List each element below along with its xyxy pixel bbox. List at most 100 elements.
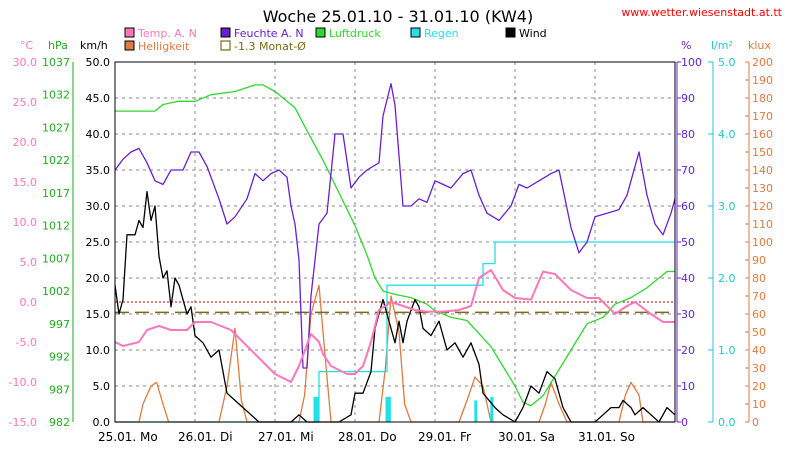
legend: Temp. A. N Feuchte A. N Luftdruck Regen Wind… — [124, 27, 547, 53]
plot-frame — [114, 61, 676, 423]
humidity-tick-label: 20 — [681, 344, 695, 357]
humidity-tick-label: 50 — [681, 236, 695, 249]
temp-tick-label: 15.0 — [13, 176, 38, 189]
rain-tick-label: 0.0 — [718, 416, 736, 429]
temp-tick-label: -10.0 — [9, 376, 37, 389]
x-label: 26.01. Di — [178, 430, 233, 444]
pressure-tick-label: 992 — [49, 351, 70, 364]
rain-tick-label: 1.0 — [718, 344, 736, 357]
series-area — [114, 82, 676, 423]
pressure-unit-label: hPa — [48, 39, 68, 52]
wind-tick-label: 0.0 — [93, 416, 111, 429]
light-tick-label: 60 — [752, 308, 766, 321]
series-feuchte-a-n-line — [114, 82, 676, 369]
pressure-tick-label: 1032 — [42, 89, 70, 102]
pressure-tick-label: 1007 — [42, 252, 70, 265]
x-label: 29.01. Fr — [418, 430, 471, 444]
light-tick-label: 100 — [752, 236, 773, 249]
rain-tick-label: 5.0 — [718, 56, 736, 69]
light-tick-label: 160 — [752, 128, 773, 141]
humidity-tick-label: 90 — [681, 92, 695, 105]
light-unit-label: klux — [748, 39, 771, 52]
legend-label: Helligkeit — [138, 40, 190, 53]
series-regen-line — [115, 241, 675, 423]
humidity-unit-label: % — [681, 39, 691, 52]
temp-tick-label: -15.0 — [9, 416, 37, 429]
legend-label: Temp. A. N — [137, 27, 197, 40]
series-luftdruck-line — [115, 84, 675, 407]
legend-label: Feuchte A. N — [234, 27, 304, 40]
humidity-tick-label: 80 — [681, 128, 695, 141]
light-tick-label: 190 — [752, 74, 773, 87]
humidity-tick-label: 100 — [681, 56, 702, 69]
light-tick-label: 170 — [752, 110, 773, 123]
light-tick-label: 140 — [752, 164, 773, 177]
axes: 30.0 25.0 20.0 15.0 10.0 5.0 0.0 -5.0 -10.0 -15.0… — [9, 39, 773, 429]
pressure-tick-label: 1022 — [42, 154, 70, 167]
legend-swatch — [410, 27, 421, 38]
wind-tick-label: 20.0 — [86, 272, 111, 285]
humidity-tick-label: 10 — [681, 380, 695, 393]
rain-tick-label: 2.0 — [718, 272, 736, 285]
wind-tick-label: 50.0 — [86, 56, 111, 69]
site-url: www.wetter.wiesenstadt.at.tt — [621, 6, 782, 19]
pressure-tick-label: 997 — [49, 318, 70, 331]
wind-tick-label: 35.0 — [86, 164, 111, 177]
light-tick-label: 200 — [752, 56, 773, 69]
wind-tick-label: 25.0 — [86, 236, 111, 249]
humidity-tick-label: 60 — [681, 200, 695, 213]
pressure-tick-label: 1002 — [42, 285, 70, 298]
light-tick-label: 90 — [752, 254, 766, 267]
x-label: 31.01. So — [578, 430, 635, 444]
temp-tick-label: 5.0 — [20, 256, 38, 269]
light-tick-label: 10 — [752, 398, 766, 411]
legend-swatch — [124, 40, 135, 51]
legend-label: Wind — [519, 27, 547, 40]
light-tick-label: 120 — [752, 200, 773, 213]
wind-tick-label: 45.0 — [86, 92, 111, 105]
temp-tick-label: -5.0 — [16, 336, 37, 349]
pressure-tick-label: 1037 — [42, 56, 70, 69]
light-tick-label: 0 — [752, 416, 759, 429]
pressure-tick-label: 1017 — [42, 187, 70, 200]
temp-tick-label: 20.0 — [13, 136, 38, 149]
wind-unit-label: km/h — [80, 39, 108, 52]
light-tick-label: 180 — [752, 92, 773, 105]
temp-tick-label: 30.0 — [13, 56, 38, 69]
rain-tick-label: 4.0 — [718, 128, 736, 141]
temp-tick-label: 25.0 — [13, 96, 38, 109]
x-label: 25.01. Mo — [98, 430, 158, 444]
x-axis-labels: 25.01. Mo 26.01. Di 27.01. Mi 28.01. Do 29.0… — [98, 430, 635, 444]
x-label: 30.01. Sa — [498, 430, 555, 444]
x-label: 28.01. Do — [338, 430, 397, 444]
series-temp-a-n-line — [114, 269, 675, 383]
light-tick-label: 20 — [752, 380, 766, 393]
legend-label: -1.3 Monat-Ø — [234, 40, 306, 53]
light-tick-label: 30 — [752, 362, 766, 375]
chart-title: Woche 25.01.10 - 31.01.10 (KW4) — [263, 7, 533, 26]
pressure-tick-label: 1027 — [42, 121, 70, 134]
light-tick-label: 40 — [752, 344, 766, 357]
humidity-tick-label: 40 — [681, 272, 695, 285]
humidity-tick-label: 30 — [681, 308, 695, 321]
temp-unit-label: °C — [20, 39, 34, 52]
wind-tick-label: 10.0 — [86, 344, 111, 357]
wind-tick-label: 40.0 — [86, 128, 111, 141]
humidity-tick-label: 0 — [681, 416, 688, 429]
legend-swatch — [315, 27, 326, 38]
light-tick-label: 80 — [752, 272, 766, 285]
rain-tick-label: 3.0 — [718, 200, 736, 213]
legend-swatch — [220, 40, 231, 51]
wind-tick-label: 5.0 — [93, 380, 111, 393]
temp-tick-label: 10.0 — [13, 216, 38, 229]
light-tick-label: 70 — [752, 290, 766, 303]
rain-unit-label: l/m² — [711, 39, 733, 52]
legend-swatch — [505, 27, 516, 38]
pressure-tick-label: 982 — [49, 416, 70, 429]
light-tick-label: 150 — [752, 146, 773, 159]
wind-tick-label: 15.0 — [86, 308, 111, 321]
temp-tick-label: 0.0 — [20, 296, 38, 309]
pressure-tick-label: 987 — [49, 383, 70, 396]
light-tick-label: 130 — [752, 182, 773, 195]
